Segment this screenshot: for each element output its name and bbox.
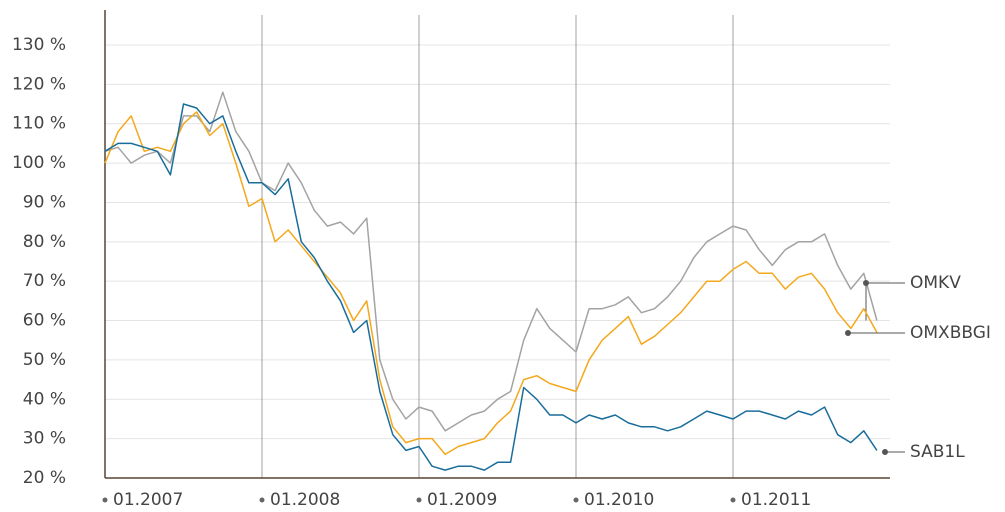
series-line xyxy=(104,111,878,456)
y-tick-label: 60 % xyxy=(23,311,66,331)
x-tick-label: 01.2009 xyxy=(427,490,497,510)
y-tick-label: 30 % xyxy=(23,429,66,449)
x-tick-label: 01.2007 xyxy=(113,490,183,510)
x-tick-dot xyxy=(573,497,579,503)
x-tick-dot xyxy=(730,497,736,503)
x-tick-dot xyxy=(416,497,422,503)
series-line xyxy=(104,91,878,432)
y-tick-label: 50 % xyxy=(23,350,66,370)
x-tick-dot xyxy=(259,497,265,503)
x-tick-label: 01.2010 xyxy=(584,490,654,510)
series-line xyxy=(104,103,878,471)
y-tick-label: 20 % xyxy=(23,468,66,488)
series-label: OMXBBGI xyxy=(910,323,991,343)
label-dot xyxy=(863,280,869,286)
label-dot xyxy=(845,330,851,336)
y-tick-label: 100 % xyxy=(12,153,66,173)
series-label: SAB1L xyxy=(910,442,965,462)
x-tick-label: 01.2011 xyxy=(741,490,811,510)
y-tick-label: 120 % xyxy=(12,74,66,94)
y-tick-label: 80 % xyxy=(23,232,66,252)
label-dot xyxy=(882,449,888,455)
y-tick-label: 110 % xyxy=(12,114,66,134)
x-tick-label: 01.2008 xyxy=(270,490,340,510)
y-tick-label: 90 % xyxy=(23,192,66,212)
y-tick-label: 130 % xyxy=(12,35,66,55)
y-tick-label: 40 % xyxy=(23,389,66,409)
y-tick-label: 70 % xyxy=(23,271,66,291)
x-tick-dot xyxy=(102,497,108,503)
series-label: OMKV xyxy=(910,273,961,293)
